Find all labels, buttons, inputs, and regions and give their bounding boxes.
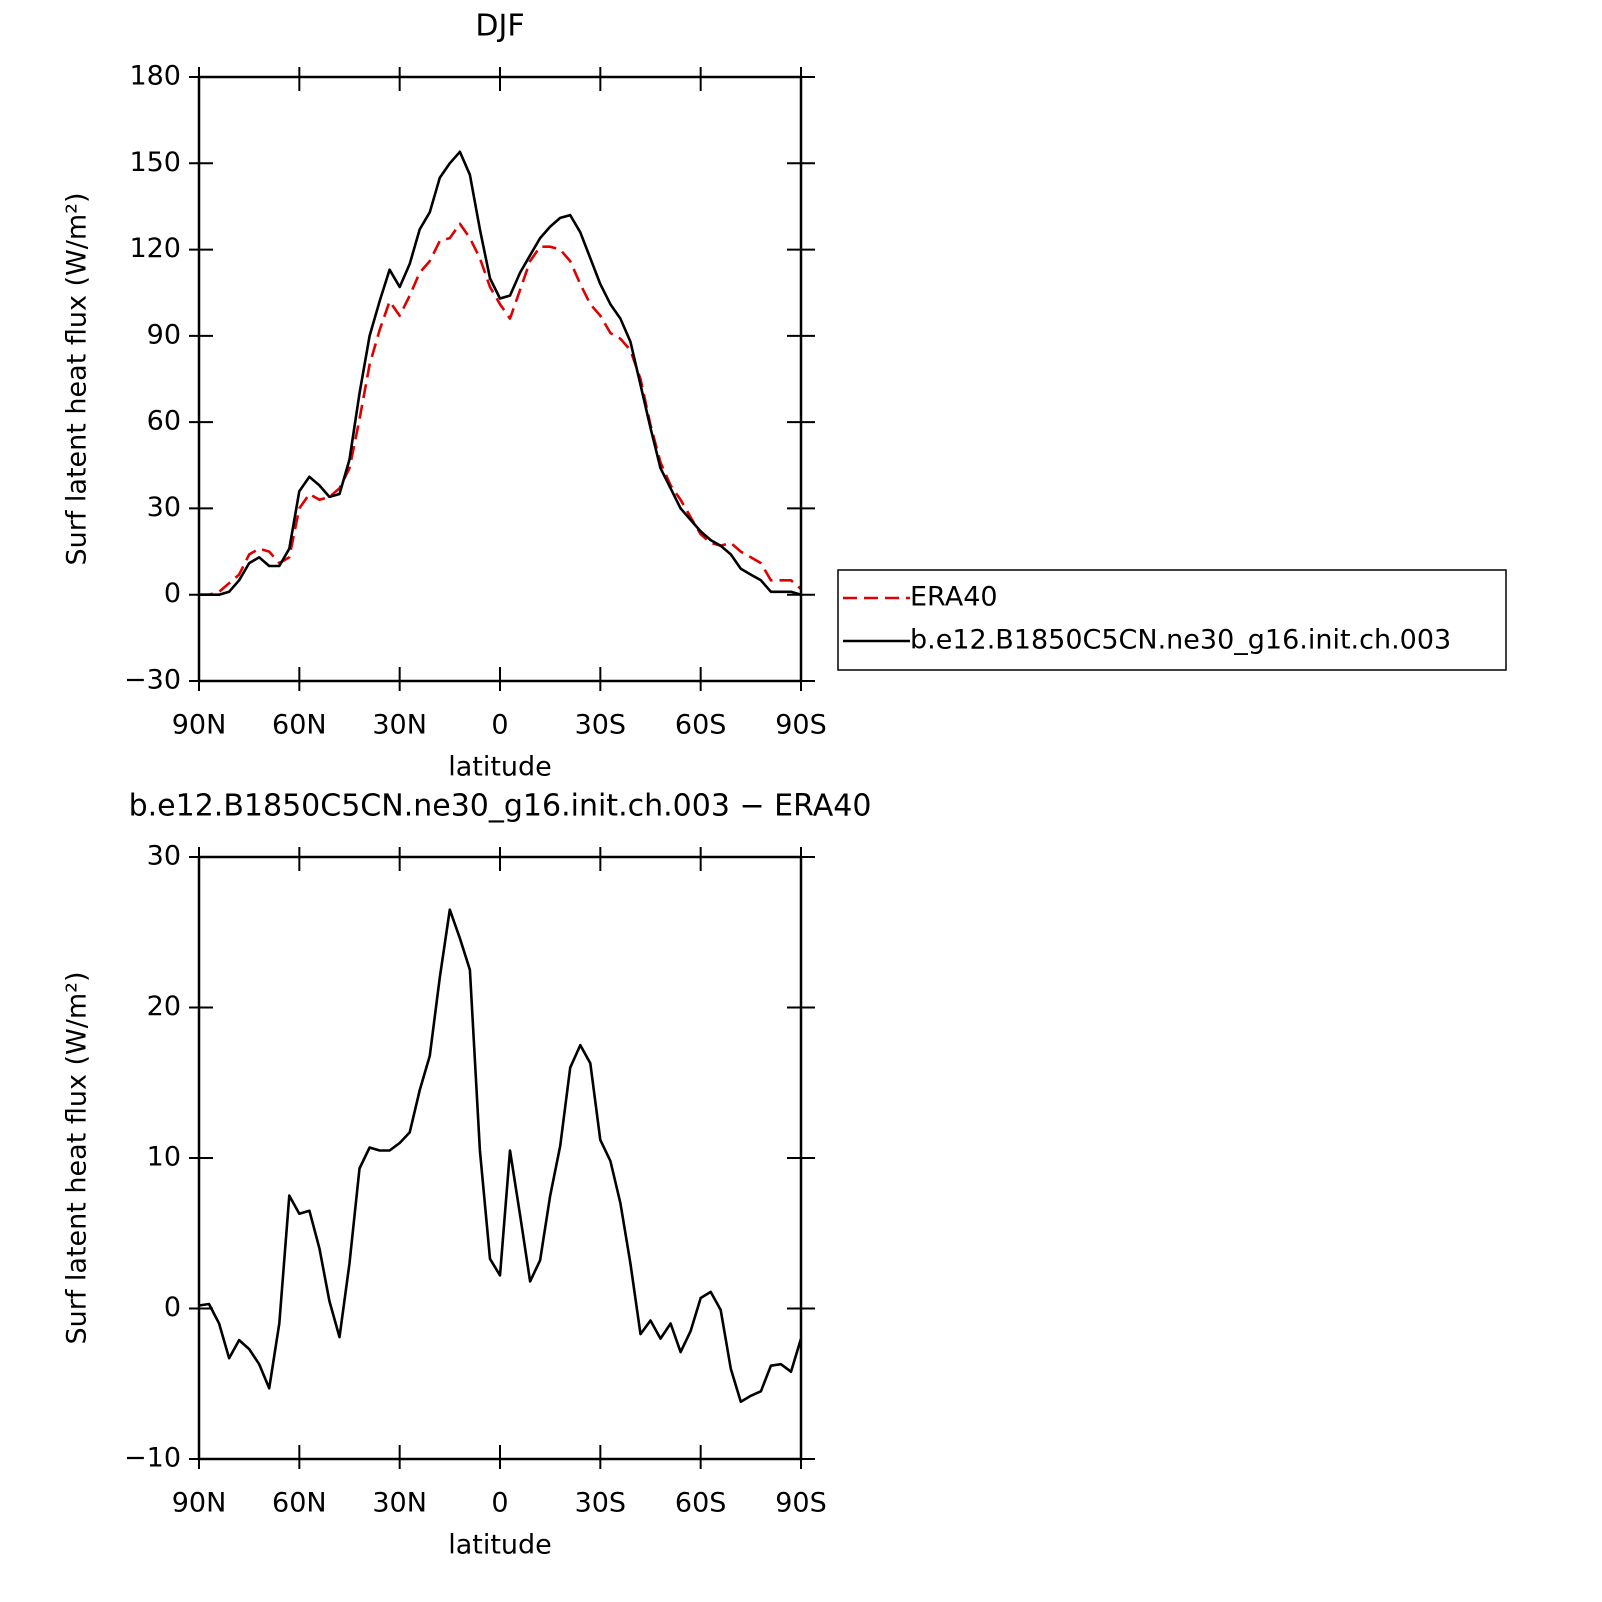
y-tick-label: −30 bbox=[124, 665, 181, 696]
y-tick-label: −10 bbox=[124, 1443, 181, 1474]
x-tick-label: 60S bbox=[675, 1488, 727, 1519]
plot-frame bbox=[197, 855, 803, 1461]
y-tick-label: 120 bbox=[129, 233, 181, 264]
y-axis-label: Surf latent heat flux (W/m²) bbox=[62, 971, 93, 1344]
data-line bbox=[199, 150, 802, 596]
y-tick-label: 150 bbox=[129, 147, 181, 178]
x-tick-label: 90N bbox=[172, 710, 227, 741]
y-tick-label: 30 bbox=[147, 841, 181, 872]
y-tick-label: 60 bbox=[147, 406, 181, 437]
y-tick-label: 180 bbox=[129, 61, 181, 92]
chart-title: DJF bbox=[475, 9, 524, 44]
x-tick-label: 30N bbox=[372, 710, 427, 741]
x-tick-label: 30S bbox=[575, 1488, 627, 1519]
plot-frame bbox=[197, 75, 803, 683]
x-axis-label: latitude bbox=[448, 1530, 552, 1561]
data-line bbox=[199, 222, 802, 596]
chart-title: b.e12.B1850C5CN.ne30_g16.init.ch.003 − E… bbox=[129, 789, 872, 824]
x-tick-label: 90N bbox=[172, 1488, 227, 1519]
y-tick-label: 0 bbox=[164, 1292, 181, 1323]
legend-box bbox=[837, 569, 1507, 671]
y-tick-label: 0 bbox=[164, 578, 181, 609]
x-tick-label: 60N bbox=[272, 710, 327, 741]
legend-label: b.e12.B1850C5CN.ne30_g16.init.ch.003 bbox=[910, 625, 1451, 656]
x-tick-label: 60S bbox=[675, 710, 727, 741]
x-tick-label: 0 bbox=[491, 710, 508, 741]
y-tick-label: 30 bbox=[147, 492, 181, 523]
data-line bbox=[198, 908, 803, 1404]
y-tick-label: 20 bbox=[147, 991, 181, 1022]
x-tick-label: 90S bbox=[775, 1488, 827, 1519]
x-tick-label: 0 bbox=[491, 1488, 508, 1519]
x-tick-label: 30S bbox=[575, 710, 627, 741]
y-tick-label: 90 bbox=[147, 319, 181, 350]
legend-label: ERA40 bbox=[910, 582, 998, 613]
y-axis-label: Surf latent heat flux (W/m²) bbox=[62, 192, 93, 565]
y-tick-label: 10 bbox=[147, 1142, 181, 1173]
x-tick-label: 30N bbox=[372, 1488, 427, 1519]
x-axis-label: latitude bbox=[448, 752, 552, 783]
x-tick-label: 90S bbox=[775, 710, 827, 741]
x-tick-label: 60N bbox=[272, 1488, 327, 1519]
